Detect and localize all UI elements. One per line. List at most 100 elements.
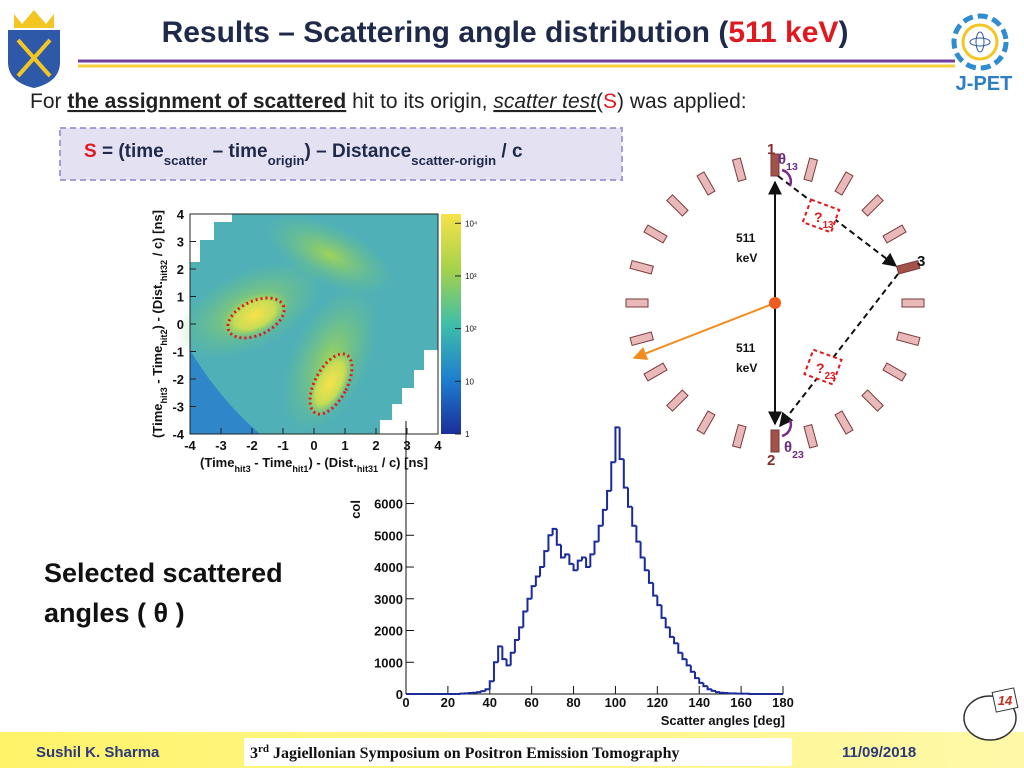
histogram-bin <box>635 525 641 543</box>
x-tick-label: 80 <box>566 695 580 710</box>
histogram-bin <box>526 597 532 612</box>
scintillator <box>896 331 921 347</box>
histogram-bin <box>631 506 637 527</box>
histogram-bin <box>681 652 687 661</box>
scintillator <box>643 224 668 244</box>
histogram-bin <box>622 459 629 489</box>
histogram-bin <box>505 659 511 667</box>
colorbar-tick-label: 10⁴ <box>465 219 478 228</box>
y-tick-label: 2000 <box>374 624 403 639</box>
histogram-bin <box>585 557 591 569</box>
histogram-bin <box>509 651 515 666</box>
histogram-bin <box>593 540 599 555</box>
formula: S = (timescatter – timeorigin) – Distanc… <box>84 141 523 168</box>
histogram-bin <box>656 595 662 607</box>
x-tick-label: 60 <box>524 695 538 710</box>
x-axis-label: Scatter angles [deg] <box>661 713 785 728</box>
x-tick-label: 180 <box>772 695 794 710</box>
scintillator <box>731 424 747 449</box>
x-tick-label: 0 <box>310 438 317 453</box>
scintillator <box>629 259 654 275</box>
histogram-bin <box>547 534 553 552</box>
y-tick-label: -2 <box>172 372 184 387</box>
histogram-bin <box>714 690 721 694</box>
footer-author: Sushil K. Sharma <box>36 744 160 761</box>
y-tick-label: -3 <box>172 400 184 415</box>
theta-label: θ13 <box>778 151 798 173</box>
footer-event: 3rd Jagiellonian Symposium on Positron E… <box>250 743 679 762</box>
label-part: hit31 <box>357 464 378 474</box>
scintillator <box>803 424 819 449</box>
y-tick-label: 0 <box>396 687 403 702</box>
colorbar-tick-label: 10 <box>465 377 474 386</box>
y-tick-label: -4 <box>172 427 184 442</box>
histogram-bin <box>664 617 670 629</box>
x-tick-label: -4 <box>184 438 196 453</box>
histogram-bin <box>564 553 570 558</box>
scintillator <box>625 298 649 308</box>
energy-label: 511 <box>736 231 756 245</box>
histogram-bin <box>639 541 645 559</box>
label-part: hit1 <box>292 464 308 474</box>
histogram-bin <box>702 682 708 688</box>
formula-box <box>59 127 623 181</box>
scintillator <box>834 171 854 196</box>
x-tick-label: 120 <box>646 695 668 710</box>
histogram-bin <box>476 691 482 694</box>
x-tick-label: 3 <box>403 438 410 453</box>
scintillator <box>643 362 668 382</box>
scintillator <box>803 157 819 182</box>
histogram-bin <box>597 524 603 542</box>
scintillator <box>901 298 925 308</box>
theta-label: θ23 <box>784 439 804 461</box>
scintillator <box>696 171 716 196</box>
histogram-bin <box>589 553 595 568</box>
energy-label: keV <box>736 361 757 375</box>
histogram-bin <box>543 550 549 568</box>
page-badge: 14 <box>963 687 1019 741</box>
energy-label: 511 <box>736 341 756 355</box>
histogram-bin <box>484 688 490 692</box>
y-tick-label: 3 <box>177 235 184 250</box>
diagram-arrows <box>632 168 899 438</box>
histogram-bin <box>660 605 666 619</box>
label-part: / c) [ns] <box>378 455 428 470</box>
histogram-bin <box>643 557 649 572</box>
x-tick-label: 4 <box>434 438 442 453</box>
histogram-bin <box>668 627 675 638</box>
histogram-bin <box>576 559 582 571</box>
label-part: - Time <box>150 346 165 388</box>
scintillator <box>882 224 907 244</box>
x-tick-label: 1 <box>341 438 348 453</box>
y-axis-label: col <box>348 500 363 519</box>
scintillator <box>861 194 884 217</box>
label-part: hit2 <box>159 330 169 346</box>
caption: Selected scattered <box>44 558 283 588</box>
x-tick-label: 0 <box>402 695 409 710</box>
y-tick-label: 2 <box>177 262 184 277</box>
heatmap-image <box>175 213 461 435</box>
label-part: ) - (Dist. <box>150 281 165 329</box>
histogram-bin <box>647 570 654 584</box>
colorbar-tick-label: 10² <box>465 325 477 334</box>
histogram-bin <box>719 691 725 694</box>
histogram-bin <box>555 528 561 546</box>
histogram-bin <box>539 566 545 577</box>
histogram-bin <box>618 427 624 461</box>
university-logo <box>8 10 60 88</box>
histogram-bin <box>673 636 679 645</box>
histogram-bin <box>492 661 499 682</box>
histogram-bin <box>518 626 524 641</box>
histogram-bin <box>551 527 557 536</box>
label-part: hit3 <box>159 387 169 403</box>
histogram-bin <box>534 575 541 587</box>
histogram-bin <box>580 556 587 561</box>
scintillator <box>882 362 907 382</box>
y-tick-label: 0 <box>177 317 184 332</box>
histogram-bin <box>698 678 704 684</box>
footer-box <box>244 738 792 766</box>
colorbar-tick-label: 1 <box>465 430 470 439</box>
x-tick-label: -3 <box>215 438 227 453</box>
histogram-bin <box>652 582 658 597</box>
